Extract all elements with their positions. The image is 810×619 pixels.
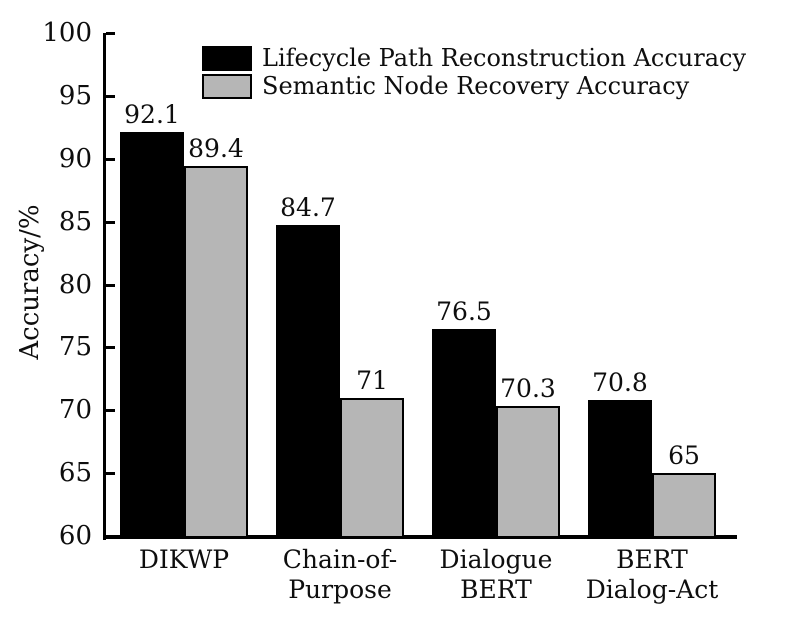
y-tick-mark: [106, 346, 115, 350]
x-category-line: DIKWP: [138, 545, 230, 574]
bar-value-label: 89.4: [188, 134, 244, 164]
y-tick-mark: [106, 283, 115, 287]
y-tick-label: 65: [58, 458, 92, 489]
bar-series-2: [340, 397, 404, 538]
y-tick-mark: [106, 157, 115, 161]
legend-item: Semantic Node Recovery Accuracy: [202, 73, 689, 99]
y-tick-label: 60: [58, 521, 92, 551]
legend-swatch: [202, 73, 252, 99]
bar-value-label: 65: [668, 441, 700, 471]
x-category-label: DIKWP: [94, 545, 274, 575]
y-tick-label: 75: [58, 332, 92, 363]
bar-value-label: 70.3: [500, 374, 556, 404]
y-tick-label: 90: [58, 143, 92, 174]
y-tick-mark: [106, 535, 115, 538]
x-category-label: BERT Dialog-Act: [562, 545, 742, 605]
y-tick-label: 80: [58, 269, 92, 300]
y-tick-label: 95: [58, 80, 92, 111]
bar-value-label: 71: [356, 365, 388, 395]
x-category-line: Dialog-Act: [585, 575, 719, 604]
y-tick-mark: [106, 220, 115, 224]
legend-swatch: [202, 45, 252, 71]
bar-series-1: [432, 328, 496, 538]
bar-value-label: 70.8: [592, 368, 648, 398]
legend-label: Lifecycle Path Reconstruction Accuracy: [262, 44, 747, 72]
y-tick-label: 70: [58, 395, 92, 426]
bar-series-1: [588, 400, 652, 538]
bar-series-2: [184, 166, 248, 538]
x-axis-line: [103, 535, 737, 539]
bar-series-2: [496, 406, 560, 538]
bar-series-2: [652, 473, 716, 538]
x-category-line: BERT: [616, 545, 688, 574]
y-axis-line: [103, 33, 106, 540]
legend-item: Lifecycle Path Reconstruction Accuracy: [202, 45, 746, 71]
bar-series-1: [276, 225, 340, 538]
y-tick-label: 85: [58, 206, 92, 237]
legend-label: Semantic Node Recovery Accuracy: [262, 72, 690, 100]
y-tick-mark: [106, 472, 115, 476]
bar-value-label: 76.5: [436, 296, 492, 326]
y-tick-mark: [106, 32, 115, 35]
x-category-label: Dialogue BERT: [406, 545, 586, 605]
y-tick-mark: [106, 409, 115, 413]
bar-series-1: [120, 132, 184, 538]
x-category-line: Dialogue: [439, 545, 553, 574]
x-category-label: Chain-of- Purpose: [250, 545, 430, 605]
y-tick-label: 100: [42, 18, 92, 48]
x-category-line: BERT: [460, 575, 532, 604]
bar-value-label: 92.1: [124, 100, 180, 130]
x-category-line: Purpose: [288, 575, 392, 604]
x-category-line: Chain-of-: [282, 545, 398, 574]
y-tick-mark: [106, 94, 115, 98]
bar-value-label: 84.7: [280, 193, 336, 223]
